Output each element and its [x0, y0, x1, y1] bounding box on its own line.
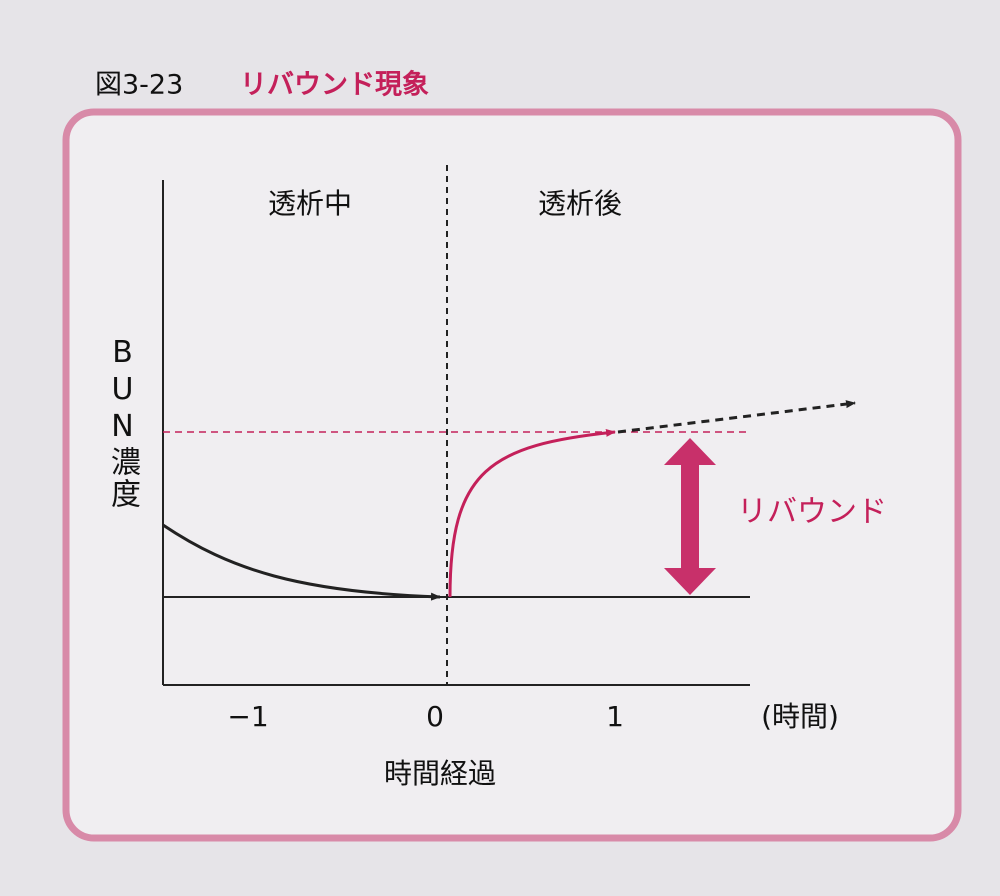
x-unit: (時間)	[761, 700, 839, 733]
annotation: リバウンド	[737, 495, 887, 530]
x-tick-label: −1	[227, 700, 268, 733]
decline-curve	[162, 523, 441, 601]
x-tick-label: 0	[426, 700, 444, 733]
phase-label: 透析後	[538, 187, 622, 220]
frame	[62, 108, 962, 842]
x-tick-label: 1	[606, 700, 624, 733]
phase-label: 透析中	[268, 187, 352, 220]
figure-title: リバウンド現象	[240, 69, 429, 101]
figure-number: 図3-23	[95, 70, 183, 101]
y-axis-label: BUN濃度	[105, 335, 140, 510]
rebound-arrow	[664, 438, 716, 595]
rebound-curve	[448, 428, 616, 598]
x-axis-label: 時間経過	[384, 757, 496, 790]
trend-arrow	[617, 400, 856, 434]
